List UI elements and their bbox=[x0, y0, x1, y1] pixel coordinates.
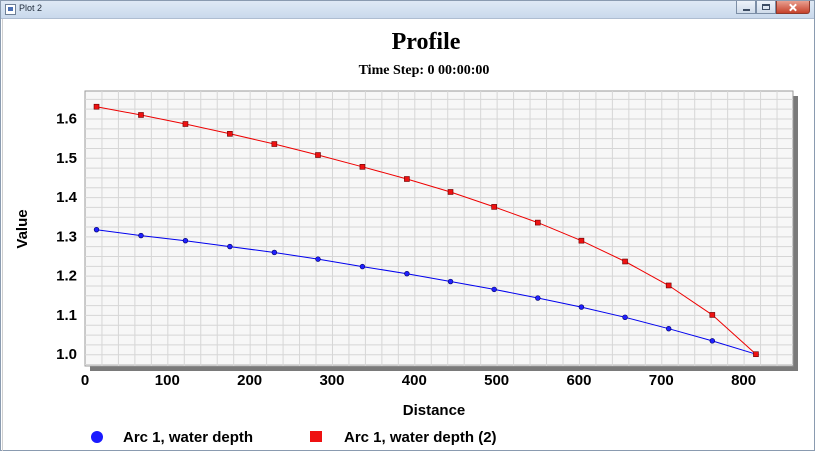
x-tick-label: 800 bbox=[731, 372, 756, 389]
grid bbox=[85, 91, 793, 366]
series-2 bbox=[93, 103, 759, 358]
plot-background bbox=[84, 90, 794, 367]
y-tick-label: 1.5 bbox=[56, 150, 77, 167]
data-point bbox=[138, 232, 144, 239]
data-point bbox=[93, 103, 100, 110]
chart-title: Profile bbox=[392, 29, 461, 55]
plot-frame bbox=[84, 90, 794, 367]
x-tick-label: 100 bbox=[155, 372, 180, 389]
legend-label-water-depth-2: Arc 1, water depth (2) bbox=[344, 429, 497, 446]
legend-marker-water-depth bbox=[91, 431, 103, 443]
data-point bbox=[709, 312, 716, 318]
x-axis-title: Distance bbox=[403, 402, 466, 419]
x-tick-label: 200 bbox=[237, 372, 262, 389]
data-point bbox=[227, 243, 233, 250]
data-point bbox=[665, 325, 672, 332]
y-tick-label: 1.4 bbox=[56, 189, 78, 206]
data-point bbox=[491, 204, 497, 210]
data-point bbox=[182, 237, 189, 244]
data-point bbox=[447, 189, 454, 195]
y-tick-label: 1.6 bbox=[56, 111, 77, 128]
minimize-icon[interactable] bbox=[736, 1, 756, 14]
chart-subtitle: Time Step: 0 00:00:00 bbox=[359, 63, 490, 78]
title-bar[interactable]: Plot 2 bbox=[1, 1, 814, 19]
data-point bbox=[404, 270, 410, 277]
close-icon[interactable] bbox=[776, 1, 810, 14]
series-line bbox=[96, 106, 757, 355]
x-tick-label: 600 bbox=[566, 372, 591, 389]
maximize-icon[interactable] bbox=[756, 1, 776, 14]
window-controls bbox=[736, 1, 810, 15]
data-point bbox=[227, 131, 233, 137]
data-point bbox=[622, 258, 628, 265]
legend: Arc 1, water depth Arc 1, water depth (2… bbox=[91, 429, 497, 446]
y-tick-label: 1.3 bbox=[56, 228, 77, 245]
x-tick-label: 300 bbox=[319, 372, 344, 389]
data-point bbox=[534, 219, 541, 226]
window-title: Plot 2 bbox=[19, 3, 43, 13]
legend-label-water-depth: Arc 1, water depth bbox=[123, 429, 253, 446]
data-point bbox=[138, 112, 144, 118]
app-window-icon[interactable] bbox=[5, 4, 16, 15]
x-tick-label: 0 bbox=[81, 372, 89, 389]
y-tick-labels: 1.0 1.1 1.2 1.3 1.4 1.5 1.6 bbox=[56, 111, 78, 364]
data-point bbox=[271, 249, 278, 256]
data-point bbox=[315, 152, 321, 158]
data-point bbox=[447, 278, 454, 285]
data-point bbox=[622, 314, 628, 320]
legend-marker-water-depth-2 bbox=[310, 431, 322, 442]
data-point bbox=[578, 304, 585, 310]
data-point bbox=[182, 121, 189, 127]
profile-chart: Profile Time Step: 0 00:00:00 0 100 200 300… bbox=[14, 29, 798, 446]
y-axis-title: Value bbox=[14, 209, 31, 248]
data-point bbox=[359, 263, 366, 270]
data-point bbox=[753, 351, 759, 358]
x-tick-label: 700 bbox=[649, 372, 674, 389]
data-point bbox=[709, 338, 716, 344]
data-point bbox=[665, 282, 672, 289]
chart-area: Profile Time Step: 0 00:00:00 0 100 200 300… bbox=[2, 19, 815, 451]
data-point bbox=[535, 295, 541, 301]
data-point bbox=[93, 226, 100, 233]
x-tick-label: 400 bbox=[402, 372, 427, 389]
x-tick-labels: 0 100 200 300 400 500 600 700 800 bbox=[81, 372, 756, 389]
y-tick-label: 1.1 bbox=[56, 307, 77, 324]
data-point bbox=[491, 286, 497, 293]
data-point bbox=[271, 141, 278, 147]
x-tick-label: 500 bbox=[484, 372, 509, 389]
y-tick-label: 1.2 bbox=[56, 268, 77, 285]
series-line bbox=[96, 229, 757, 355]
y-tick-label: 1.0 bbox=[56, 346, 77, 363]
data-point bbox=[404, 176, 410, 182]
series-layer bbox=[93, 103, 759, 358]
data-point bbox=[315, 256, 321, 262]
data-point bbox=[359, 164, 366, 170]
data-point bbox=[578, 237, 585, 244]
